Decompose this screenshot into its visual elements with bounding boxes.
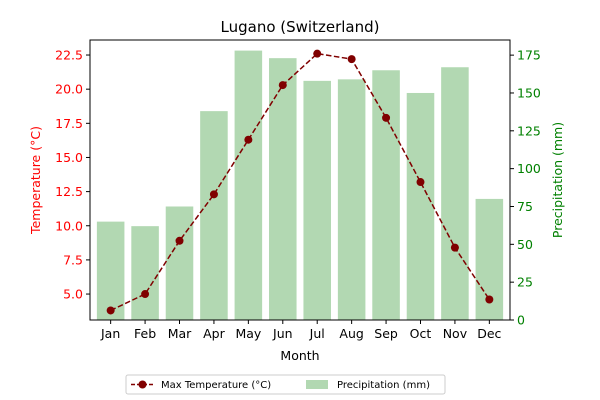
bar-feb (131, 226, 159, 320)
left-y-tick-label: 7.5 (63, 252, 83, 267)
x-tick-label: Sep (374, 326, 398, 341)
temperature-point-dec (485, 295, 494, 304)
plot-frame (89, 39, 511, 321)
bar-nov (441, 67, 469, 320)
temperature-point-nov (450, 243, 459, 252)
x-tick-label: Aug (339, 326, 363, 341)
right-y-axis: 0 25 50 75 100 125 150 175 (510, 48, 541, 328)
left-y-tick-label: 10.0 (55, 218, 83, 233)
bar-aug (337, 79, 366, 320)
x-tick-label: Nov (443, 326, 468, 341)
left-y-tick-label: 15.0 (55, 150, 83, 165)
right-y-axis-label: Precipitation (mm) (550, 122, 565, 238)
right-y-tick-label: 25 (517, 275, 533, 290)
x-tick-label: May (235, 326, 261, 341)
left-y-tick-label: 20.0 (55, 82, 83, 97)
x-tick-label: Feb (134, 326, 156, 341)
bar-mar (165, 206, 194, 320)
right-y-tick-label: 0 (517, 313, 525, 328)
bar-apr (200, 111, 228, 320)
left-y-axis-label: Temperature (°C) (28, 126, 43, 235)
right-y-tick-label: 100 (517, 161, 541, 176)
temperature-line (110, 52, 490, 312)
x-tick-label: Jun (272, 326, 293, 341)
left-y-axis: 5.0 7.5 10.0 12.5 15.0 17.5 20.0 22.5 (55, 48, 90, 302)
temperature-point-jan (106, 306, 115, 315)
x-axis-label: Month (280, 348, 319, 363)
x-axis: Jan Feb Mar Apr May Jun Jul Aug Sep Oct Nov Dec (100, 320, 502, 341)
bar-oct (406, 92, 435, 320)
temperature-point-apr (209, 190, 218, 199)
temperature-point-may (244, 135, 253, 144)
bar-may (234, 50, 263, 320)
legend-box (125, 374, 446, 395)
temperature-point-mar (175, 236, 184, 245)
left-y-tick-label: 5.0 (63, 287, 83, 302)
bar-sep (372, 70, 400, 321)
chart-title: Lugano (Switzerland) (221, 18, 380, 36)
bar-jun (269, 58, 297, 320)
right-y-tick-label: 125 (517, 123, 541, 138)
legend-bar-swatch (306, 380, 328, 389)
left-y-tick-label: 12.5 (55, 184, 83, 199)
x-tick-label: Dec (477, 326, 501, 341)
x-tick-label: Jan (100, 326, 120, 341)
bar-jul (303, 80, 331, 320)
bar-jan (96, 221, 125, 320)
temperature-point-jun (278, 81, 287, 90)
right-y-tick-label: 50 (517, 237, 533, 252)
temperature-point-aug (347, 55, 356, 64)
x-tick-label: Apr (203, 326, 225, 341)
temperature-point-oct (416, 178, 425, 187)
legend: Max Temperature (°C) Precipitation (mm) (125, 374, 446, 395)
temperature-point-sep (382, 113, 391, 122)
left-y-tick-label: 17.5 (55, 116, 83, 131)
right-y-tick-label: 150 (517, 85, 541, 100)
x-tick-label: Mar (168, 326, 192, 341)
temperature-point-feb (141, 290, 150, 299)
temperature-point-jul (313, 49, 322, 58)
right-y-tick-label: 75 (517, 199, 533, 214)
left-y-tick-label: 22.5 (55, 48, 83, 63)
x-tick-label: Jul (309, 326, 325, 341)
legend-entry-precipitation: Precipitation (mm) (337, 380, 430, 391)
legend-entry-temperature: Max Temperature (°C) (161, 380, 271, 391)
x-tick-label: Oct (410, 326, 432, 341)
line-layer (106, 49, 494, 315)
legend-marker-swatch (138, 380, 147, 389)
bars-layer (96, 50, 504, 321)
right-y-tick-label: 175 (517, 48, 541, 63)
